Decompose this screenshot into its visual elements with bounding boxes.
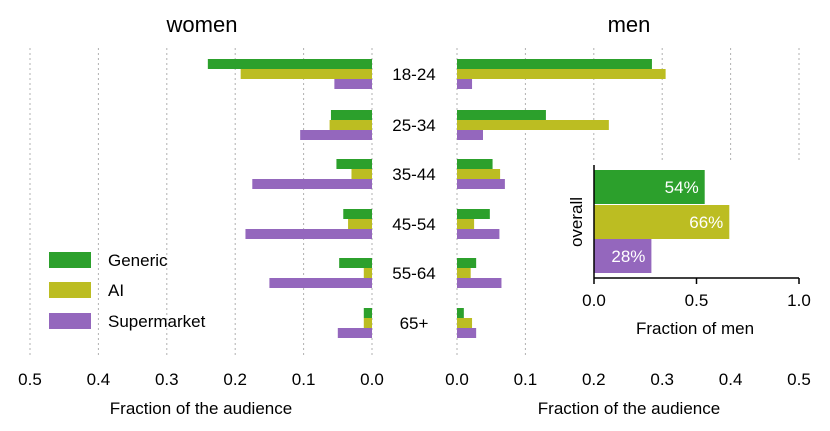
- inset-xlabel: Fraction of men: [636, 319, 754, 338]
- women-bar-generic-35-44: [336, 159, 372, 169]
- men-bar-supermarket-18-24: [457, 79, 473, 89]
- men-bar-supermarket-35-44: [457, 179, 505, 189]
- women-bar-supermarket-45-54: [245, 229, 372, 239]
- inset-bar-ai: [594, 205, 730, 239]
- women-xlabel: Fraction of the audience: [110, 399, 292, 418]
- women-xtick-label: 0.0: [360, 370, 384, 389]
- men-bar-generic-45-54: [457, 209, 490, 219]
- women-bar-ai-18-24: [240, 69, 372, 79]
- women-bar-ai-65+: [363, 318, 372, 328]
- inset-xtick-label: 0.0: [582, 291, 606, 310]
- men-bar-generic-55-64: [457, 258, 477, 268]
- legend-swatch-generic: [49, 252, 91, 268]
- women-bar-supermarket-55-64: [269, 278, 372, 288]
- men-bar-generic-18-24: [457, 59, 652, 69]
- legend-label-ai: AI: [108, 281, 124, 300]
- men-bar-ai-55-64: [457, 268, 471, 278]
- men-bar-ai-35-44: [457, 169, 501, 179]
- legend-swatch-supermarket: [49, 313, 91, 329]
- women-bar-generic-65+: [363, 308, 372, 318]
- women-bar-supermarket-65+: [337, 328, 372, 338]
- inset-bar-supermarket: [594, 239, 652, 273]
- age-group-label: 65+: [400, 314, 429, 333]
- women-bar-generic-45-54: [343, 209, 372, 219]
- men-bar-generic-25-34: [457, 110, 546, 120]
- men-bar-ai-18-24: [457, 69, 666, 79]
- age-group-label: 18-24: [392, 65, 435, 84]
- women-title: women: [166, 12, 238, 37]
- men-xtick-label: 0.5: [787, 370, 811, 389]
- inset-bar-generic: [594, 170, 705, 204]
- men-xtick-label: 0.3: [650, 370, 674, 389]
- inset-bar-value-label: 66%: [689, 213, 723, 232]
- inset-xtick-label: 0.5: [685, 291, 709, 310]
- inset-bar-value-label: 54%: [665, 178, 699, 197]
- men-bar-supermarket-65+: [457, 328, 477, 338]
- age-group-label: 25-34: [392, 116, 435, 135]
- women-xtick-label: 0.4: [87, 370, 111, 389]
- age-group-label: 35-44: [392, 165, 435, 184]
- men-bar-supermarket-25-34: [457, 130, 483, 140]
- inset-xtick-label: 1.0: [787, 291, 811, 310]
- men-xtick-label: 0.0: [445, 370, 469, 389]
- women-bar-ai-35-44: [351, 169, 372, 179]
- men-bar-supermarket-55-64: [457, 278, 502, 288]
- inset-bar-value-label: 28%: [611, 247, 645, 266]
- women-bar-supermarket-18-24: [334, 79, 372, 89]
- women-xtick-label: 0.1: [292, 370, 316, 389]
- men-bar-generic-65+: [457, 308, 464, 318]
- age-group-label: 45-54: [392, 215, 435, 234]
- women-bar-generic-25-34: [330, 110, 372, 120]
- women-bar-generic-18-24: [207, 59, 372, 69]
- women-bar-supermarket-25-34: [300, 130, 372, 140]
- men-bar-ai-25-34: [457, 120, 609, 130]
- women-bar-ai-55-64: [363, 268, 372, 278]
- men-bar-supermarket-45-54: [457, 229, 500, 239]
- legend-label-generic: Generic: [108, 251, 168, 270]
- men-xtick-label: 0.1: [514, 370, 538, 389]
- men-bar-ai-65+: [457, 318, 473, 328]
- legend-swatch-ai: [49, 282, 91, 298]
- women-xtick-label: 0.3: [155, 370, 179, 389]
- men-bar-generic-35-44: [457, 159, 493, 169]
- legend-label-supermarket: Supermarket: [108, 312, 206, 331]
- inset-ylabel: overall: [567, 197, 586, 247]
- men-bar-ai-45-54: [457, 219, 475, 229]
- women-bar-ai-45-54: [348, 219, 372, 229]
- women-bar-generic-55-64: [339, 258, 372, 268]
- men-xtick-label: 0.4: [719, 370, 743, 389]
- women-xtick-label: 0.2: [223, 370, 247, 389]
- women-bar-supermarket-35-44: [252, 179, 372, 189]
- age-group-label: 55-64: [392, 264, 435, 283]
- men-xlabel: Fraction of the audience: [538, 399, 720, 418]
- women-bar-ai-25-34: [329, 120, 372, 130]
- men-xtick-label: 0.2: [582, 370, 606, 389]
- women-xtick-label: 0.5: [18, 370, 42, 389]
- men-title: men: [608, 12, 651, 37]
